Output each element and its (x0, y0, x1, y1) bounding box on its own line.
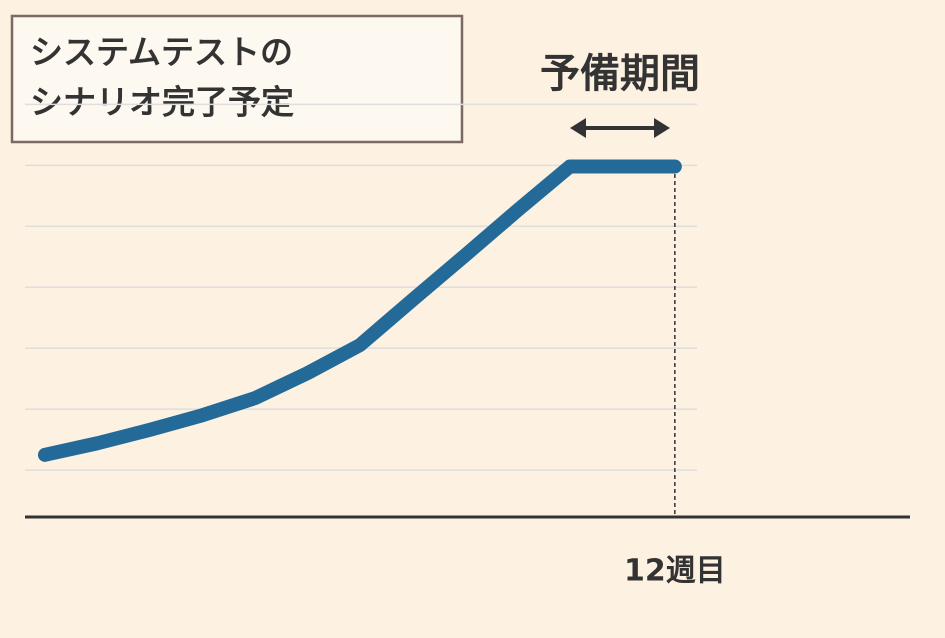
x-tick-label: 12週目 (624, 554, 726, 589)
title-box (10, 14, 464, 144)
annotation: 予備期間 (540, 51, 700, 97)
chart-title: シナリオ完了予定 (30, 83, 294, 122)
arrow-head (654, 118, 670, 138)
arrow-head (570, 118, 586, 138)
data-line (37, 159, 682, 462)
chart-title: システムテストの (30, 33, 293, 72)
